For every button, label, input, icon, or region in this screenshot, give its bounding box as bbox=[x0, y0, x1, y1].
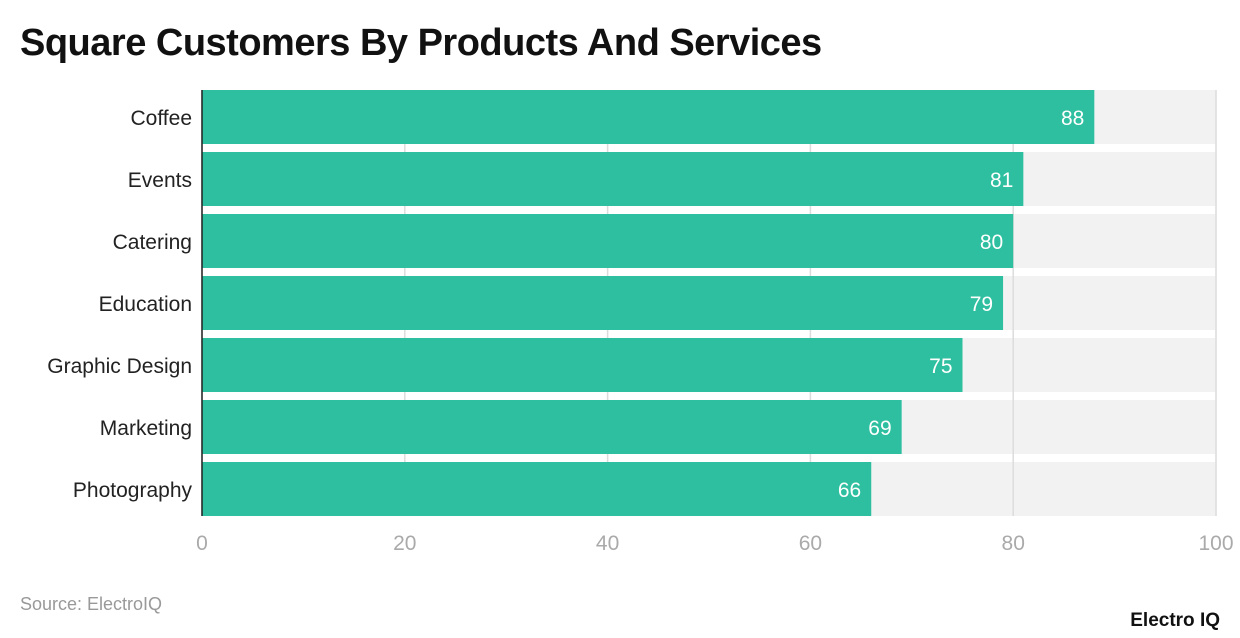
chart-title: Square Customers By Products And Service… bbox=[20, 22, 822, 64]
data-label: 75 bbox=[929, 355, 952, 378]
data-label: 66 bbox=[838, 479, 861, 502]
source-note: Source: ElectroIQ bbox=[20, 594, 163, 614]
category-label: Marketing bbox=[100, 417, 192, 440]
x-tick-label: 60 bbox=[799, 532, 822, 555]
bar bbox=[202, 152, 1024, 206]
category-label: Photography bbox=[73, 479, 193, 502]
data-label: 88 bbox=[1061, 107, 1084, 130]
x-tick-label: 0 bbox=[196, 532, 208, 555]
bar bbox=[202, 276, 1004, 330]
bar bbox=[202, 338, 963, 392]
category-label: Graphic Design bbox=[47, 355, 192, 378]
data-label: 79 bbox=[970, 293, 993, 316]
category-label: Coffee bbox=[131, 107, 193, 130]
bar bbox=[202, 90, 1095, 144]
x-tick-label: 40 bbox=[596, 532, 619, 555]
data-label: 80 bbox=[980, 231, 1003, 254]
category-label: Catering bbox=[113, 231, 192, 254]
category-label: Education bbox=[99, 293, 192, 316]
data-label: 69 bbox=[868, 417, 891, 440]
x-tick-label: 100 bbox=[1198, 532, 1233, 555]
electroiq-logo: Electro IQ bbox=[1130, 610, 1220, 631]
bar bbox=[202, 214, 1014, 268]
bar bbox=[202, 400, 902, 454]
data-label: 81 bbox=[990, 169, 1013, 192]
x-tick-label: 80 bbox=[1002, 532, 1025, 555]
category-label: Events bbox=[128, 169, 192, 192]
bar bbox=[202, 462, 872, 516]
x-tick-label: 20 bbox=[393, 532, 416, 555]
